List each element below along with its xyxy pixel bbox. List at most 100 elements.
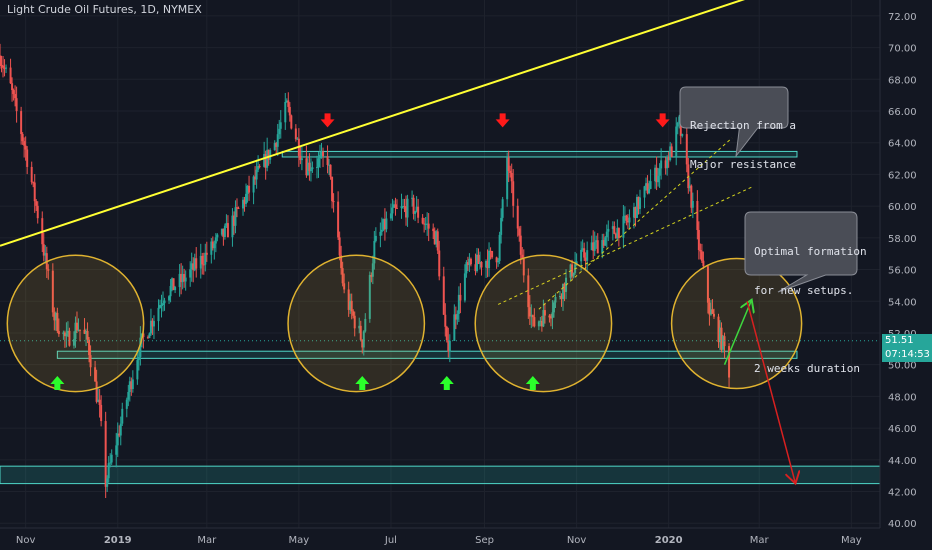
candle-body-125 xyxy=(263,153,266,167)
candle-body-283 xyxy=(595,240,598,243)
candle-body-236 xyxy=(497,260,500,263)
candle-body-105 xyxy=(220,228,223,235)
candle-body-231 xyxy=(486,260,489,269)
candle-body-52 xyxy=(107,463,110,479)
candle-body-159 xyxy=(332,201,335,203)
candle-body-255 xyxy=(537,321,540,327)
candle-body-4 xyxy=(5,67,8,69)
candle-body-284 xyxy=(596,240,599,254)
y-tick-5: 62.00 xyxy=(888,170,917,181)
candle-body-294 xyxy=(617,227,620,238)
candle-body-340 xyxy=(717,316,720,343)
candle-body-138 xyxy=(288,106,291,116)
candle-body-227 xyxy=(477,254,480,264)
candle-body-296 xyxy=(623,215,626,217)
candle-body-307 xyxy=(646,183,649,194)
x-tick-9: May xyxy=(841,535,862,546)
x-tick-0: Nov xyxy=(16,535,36,546)
y-tick-8: 56.00 xyxy=(888,266,917,277)
candle-body-304 xyxy=(639,197,641,209)
candle-body-213 xyxy=(447,340,450,352)
candle-body-301 xyxy=(634,207,637,219)
candle-body-179 xyxy=(374,235,377,241)
candle-body-17 xyxy=(33,182,36,202)
candle-body-136 xyxy=(285,100,288,103)
candle-body-332 xyxy=(699,249,702,252)
x-tick-3: May xyxy=(289,535,310,546)
candle-body-333 xyxy=(700,251,703,261)
candle-body-33 xyxy=(66,330,69,334)
candle-body-110 xyxy=(231,215,234,238)
candle-body-331 xyxy=(697,229,700,250)
candle-body-223 xyxy=(468,258,471,266)
rejection-line-2: Major resistance xyxy=(690,158,796,171)
candle-body-308 xyxy=(648,188,651,194)
candle-body-177 xyxy=(371,263,374,277)
candle-body-160 xyxy=(337,201,340,238)
candle-body-174 xyxy=(364,318,367,332)
candle-body-84 xyxy=(174,287,177,291)
candle-body-235 xyxy=(495,257,498,263)
candle-body-12 xyxy=(23,141,26,146)
candle-body-75 xyxy=(157,307,160,322)
candle-body-137 xyxy=(287,100,290,107)
candle-body-211 xyxy=(444,314,447,327)
candle-body-78 xyxy=(162,303,165,305)
x-tick-4: Jul xyxy=(384,535,397,546)
candle-body-209 xyxy=(438,250,441,277)
candle-body-256 xyxy=(539,320,542,322)
candle-body-167 xyxy=(350,300,353,312)
candle-body-328 xyxy=(690,185,693,208)
candle-body-49 xyxy=(100,404,103,422)
candle-body-65 xyxy=(136,360,139,380)
candle-body-99 xyxy=(205,252,208,255)
candle-body-70 xyxy=(146,337,149,339)
candle-body-219 xyxy=(459,294,462,301)
candle-body-176 xyxy=(370,274,373,277)
candle-body-190 xyxy=(400,206,403,209)
candle-body-217 xyxy=(456,313,459,320)
candle-body-276 xyxy=(581,248,584,250)
candle-body-66 xyxy=(137,356,140,361)
candle-body-0 xyxy=(0,55,1,66)
candle-body-149 xyxy=(311,167,314,170)
candle-body-215 xyxy=(453,314,456,341)
candle-body-135 xyxy=(284,102,287,123)
candle-body-216 xyxy=(454,314,457,320)
candle-body-61 xyxy=(127,392,130,400)
candle-body-187 xyxy=(392,204,395,208)
candle-body-199 xyxy=(417,206,420,218)
y-tick-6: 60.00 xyxy=(888,202,917,213)
candle-body-214 xyxy=(448,340,451,352)
candle-body-32 xyxy=(65,333,68,337)
candle-body-305 xyxy=(643,186,646,198)
candle-body-102 xyxy=(213,243,216,249)
y-tick-1: 70.00 xyxy=(888,44,917,55)
candle-body-198 xyxy=(415,206,418,212)
candle-body-279 xyxy=(586,250,589,261)
candle-body-162 xyxy=(340,255,343,269)
candle-body-140 xyxy=(294,128,297,140)
candle-body-86 xyxy=(180,273,183,283)
candle-body-53 xyxy=(109,462,112,464)
candle-body-299 xyxy=(628,217,631,223)
candle-body-246 xyxy=(518,228,521,236)
candle-body-109 xyxy=(226,223,229,238)
candle-body-208 xyxy=(436,231,439,251)
candle-body-250 xyxy=(527,275,530,308)
candle-body-117 xyxy=(245,193,248,204)
time-axis-bg xyxy=(0,528,932,550)
candle-body-158 xyxy=(331,176,334,202)
candle-body-313 xyxy=(658,168,661,176)
candle-body-57 xyxy=(118,433,121,436)
candle-body-337 xyxy=(709,309,712,315)
x-tick-1: 2019 xyxy=(104,535,132,546)
pattern-circle-1 xyxy=(287,254,426,393)
candle-body-141 xyxy=(296,138,299,140)
candle-body-101 xyxy=(211,241,214,249)
candle-body-150 xyxy=(315,166,318,168)
candle-body-254 xyxy=(533,317,536,327)
candle-body-155 xyxy=(326,156,329,165)
candle-body-112 xyxy=(234,207,237,226)
